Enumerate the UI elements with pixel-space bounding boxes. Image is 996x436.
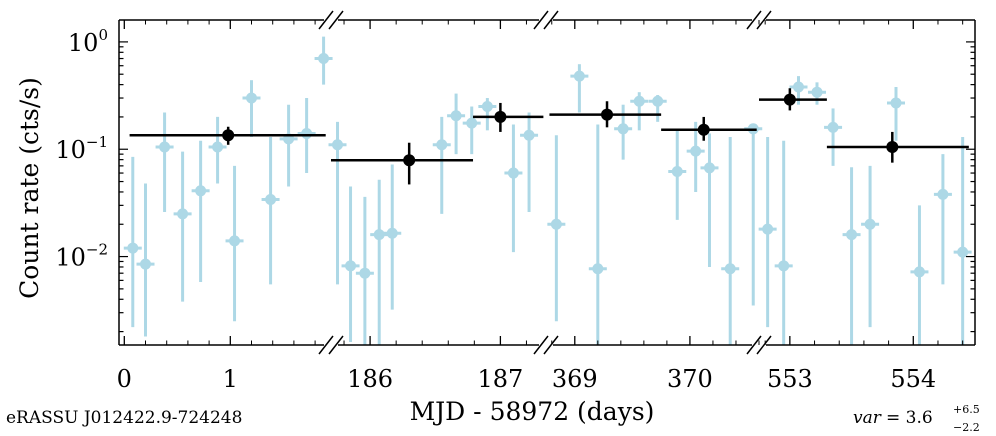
panel-2: 186 187 xyxy=(328,20,544,393)
individual-point xyxy=(890,97,902,109)
panel-4: 553 554 xyxy=(758,20,972,393)
individual-point xyxy=(177,208,189,220)
y-tick-label: 10−1 xyxy=(55,133,108,164)
binned-point xyxy=(601,108,614,121)
x-tick-label: 369 xyxy=(552,365,598,393)
binned-point xyxy=(222,129,235,142)
x-tick-label: 187 xyxy=(477,365,523,393)
individual-point xyxy=(159,141,171,153)
axis-break-mark xyxy=(543,335,559,355)
axis-break-mark xyxy=(318,10,334,30)
y-tick-label: 100 xyxy=(68,26,108,57)
individual-point xyxy=(846,229,858,241)
individual-point xyxy=(466,117,478,129)
individual-point xyxy=(195,185,207,197)
individual-point xyxy=(652,95,664,107)
individual-point xyxy=(592,263,604,275)
var-value: = 3.6 xyxy=(886,408,933,428)
axis-break-mark xyxy=(746,10,762,30)
x-tick-label: 553 xyxy=(767,365,813,393)
x-tick-label: 554 xyxy=(890,365,936,393)
variability-label: var = 3.6 +6.5 −2.2 xyxy=(853,403,980,434)
var-upper-error: +6.5 xyxy=(953,403,980,416)
binned-point xyxy=(494,110,507,123)
binned-point xyxy=(886,140,899,153)
individual-point xyxy=(318,53,330,65)
var-prefix: var xyxy=(853,408,882,428)
individual-point xyxy=(724,263,736,275)
individual-point xyxy=(359,267,371,279)
individual-point xyxy=(937,188,949,200)
binned-point xyxy=(783,93,796,106)
individual-point xyxy=(140,258,151,270)
binned-point xyxy=(697,123,710,136)
individual-point xyxy=(633,95,645,107)
individual-point xyxy=(864,218,876,230)
individual-point xyxy=(436,139,448,151)
individual-point xyxy=(345,260,357,272)
individual-point xyxy=(246,92,257,104)
panel-3: 369 370 xyxy=(547,20,763,393)
x-tick-label: 1 xyxy=(223,365,238,393)
individual-point xyxy=(690,145,702,157)
binned-point xyxy=(403,154,416,167)
individual-point xyxy=(762,223,774,235)
individual-point xyxy=(507,167,519,179)
x-tick-label: 186 xyxy=(347,365,393,393)
individual-point xyxy=(550,218,562,230)
axis-break-mark xyxy=(328,335,344,355)
axis-break-mark xyxy=(543,10,559,30)
y-tick-label: 10−2 xyxy=(55,241,108,272)
individual-point xyxy=(827,121,839,133)
axis-break-mark xyxy=(746,335,762,355)
individual-point xyxy=(523,129,535,141)
individual-point xyxy=(301,128,313,140)
individual-point xyxy=(481,101,493,113)
x-axis-label: MJD - 58972 (days) xyxy=(410,397,655,426)
individual-point xyxy=(811,86,823,98)
individual-point xyxy=(703,162,715,174)
axis-break-mark xyxy=(318,335,334,355)
individual-point xyxy=(386,227,398,239)
axis-break-mark xyxy=(756,335,772,355)
individual-point xyxy=(265,194,277,206)
axis-break-mark xyxy=(533,10,549,30)
axis-break-mark xyxy=(328,10,344,30)
individual-point xyxy=(127,242,139,254)
individual-point xyxy=(913,266,925,278)
individual-point xyxy=(450,110,462,122)
x-tick-label: 0 xyxy=(117,365,132,393)
y-axis-label: Count rate (cts/s) xyxy=(15,77,44,299)
individual-point xyxy=(957,246,969,258)
individual-point xyxy=(573,70,585,82)
individual-point xyxy=(671,166,683,178)
individual-point xyxy=(617,123,629,135)
axis-break-mark xyxy=(533,335,549,355)
individual-point xyxy=(212,141,224,153)
axis-break-mark xyxy=(756,10,772,30)
x-tick-label: 370 xyxy=(667,365,713,393)
individual-point xyxy=(229,235,241,247)
source-label: eRASSU J012422.9-724248 xyxy=(6,408,242,428)
individual-point xyxy=(792,81,804,93)
individual-point xyxy=(778,260,790,272)
individual-point xyxy=(373,229,385,241)
individual-point xyxy=(332,139,344,151)
var-lower-error: −2.2 xyxy=(953,421,980,434)
